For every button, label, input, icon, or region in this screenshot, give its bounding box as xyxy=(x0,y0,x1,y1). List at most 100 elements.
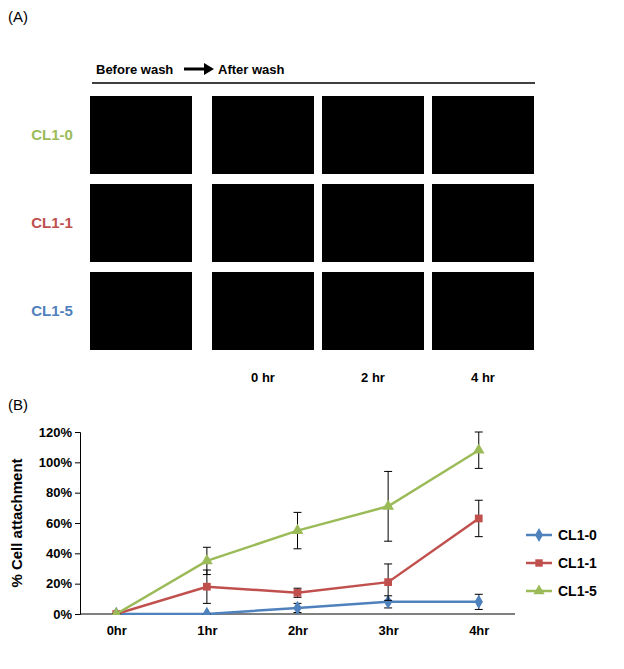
error-bar xyxy=(475,594,483,609)
tick-label: 100% xyxy=(39,455,73,470)
tick-mark xyxy=(75,614,80,615)
tick-label: 0hr xyxy=(107,623,127,638)
tick-mark xyxy=(75,432,80,433)
error-bar xyxy=(384,564,392,600)
micrograph xyxy=(322,184,424,262)
tick: 0% xyxy=(53,607,80,622)
legend-marker xyxy=(533,584,544,594)
error-cap xyxy=(384,600,392,601)
tick-label: 2hr xyxy=(288,623,308,638)
column-label: 2 hr xyxy=(361,370,385,385)
error-bar xyxy=(475,500,483,536)
column-label: 4 hr xyxy=(471,370,495,385)
legend-marker xyxy=(535,528,543,542)
tick-label: 120% xyxy=(39,425,73,440)
legend-item: CL1-5 xyxy=(526,583,597,599)
micrograph xyxy=(90,272,192,350)
figure: (A)Before washAfter washCL1-0CL1-1CL1-50… xyxy=(0,0,624,669)
micrograph xyxy=(432,96,534,174)
tick: 1hr xyxy=(197,614,217,638)
tick-label: 80% xyxy=(46,485,72,500)
tick-mark xyxy=(75,523,80,524)
error-cap xyxy=(203,603,211,604)
error-cap xyxy=(475,500,483,501)
micrograph xyxy=(322,96,424,174)
marker xyxy=(294,589,302,597)
tick-mark xyxy=(75,462,80,463)
marker xyxy=(382,500,394,510)
tick: 120% xyxy=(39,425,80,440)
series-line xyxy=(116,518,479,614)
marker xyxy=(201,554,213,564)
marker xyxy=(293,601,301,615)
marker xyxy=(473,443,485,453)
row-label: CL1-1 xyxy=(31,214,73,231)
tick-mark xyxy=(75,553,80,554)
y-axis: 0% 20% 40% 60% 80% 100% 120% xyxy=(39,425,81,622)
micrograph xyxy=(90,96,192,174)
tick-mark xyxy=(75,493,80,494)
header: After wash xyxy=(218,62,285,77)
legend-marker xyxy=(535,559,542,566)
error-cap xyxy=(203,547,211,548)
axis-line xyxy=(75,433,81,615)
micrograph xyxy=(432,272,534,350)
error-cap xyxy=(384,563,392,564)
tick: 2hr xyxy=(288,614,308,638)
error-cap xyxy=(475,536,483,537)
column-label: 0 hr xyxy=(251,370,275,385)
tick: 0hr xyxy=(107,614,127,638)
legend-label: CL1-1 xyxy=(558,555,597,571)
marker xyxy=(475,515,483,523)
marker xyxy=(384,578,392,586)
tick: 40% xyxy=(46,546,80,561)
tick-label: 0% xyxy=(53,607,72,622)
marker xyxy=(292,524,304,534)
tick: 4hr xyxy=(469,614,489,638)
error-bar xyxy=(203,570,211,603)
error-cap xyxy=(384,471,392,472)
panel-label: (B) xyxy=(8,396,28,413)
marker xyxy=(203,583,211,591)
row-label: CL1-0 xyxy=(31,126,73,143)
tick-label: 60% xyxy=(46,516,72,531)
micrograph xyxy=(432,184,534,262)
error-cap xyxy=(475,468,483,469)
micrograph xyxy=(212,96,314,174)
legend-label: CL1-5 xyxy=(558,583,597,599)
tick-label: 3hr xyxy=(379,623,399,638)
tick-label: 40% xyxy=(46,546,72,561)
header: Before wash xyxy=(96,62,173,77)
micrograph xyxy=(212,184,314,262)
row-label: CL1-5 xyxy=(31,302,73,319)
tick-label: 1hr xyxy=(197,623,217,638)
series-line xyxy=(116,450,479,614)
legend: CL1-0 CL1-1 CL1-5 xyxy=(526,527,597,599)
legend-item: CL1-1 xyxy=(526,555,597,571)
plot-area xyxy=(110,432,484,615)
tick-label: 4hr xyxy=(469,623,489,638)
x-axis: 0hr 1hr 2hr 3hr 4hr xyxy=(80,614,515,638)
micrograph xyxy=(90,184,192,262)
error-cap xyxy=(294,588,302,589)
error-cap xyxy=(475,609,483,610)
error-cap xyxy=(475,432,483,433)
error-cap xyxy=(203,574,211,575)
tick-label: 20% xyxy=(46,576,72,591)
micrograph xyxy=(212,272,314,350)
error-cap xyxy=(475,594,483,595)
tick: 100% xyxy=(39,455,80,470)
error-cap xyxy=(384,541,392,542)
tick: 80% xyxy=(46,485,80,500)
axis-title: % Cell attachment xyxy=(8,458,25,587)
error-cap xyxy=(294,512,302,513)
legend-item: CL1-0 xyxy=(526,527,597,543)
tick-mark xyxy=(75,584,80,585)
marker xyxy=(203,607,211,615)
micrograph xyxy=(322,272,424,350)
tick: 20% xyxy=(46,576,80,591)
marker xyxy=(475,595,483,609)
error-cap xyxy=(294,548,302,549)
arrow-head xyxy=(204,63,214,75)
tick: 60% xyxy=(46,516,80,531)
